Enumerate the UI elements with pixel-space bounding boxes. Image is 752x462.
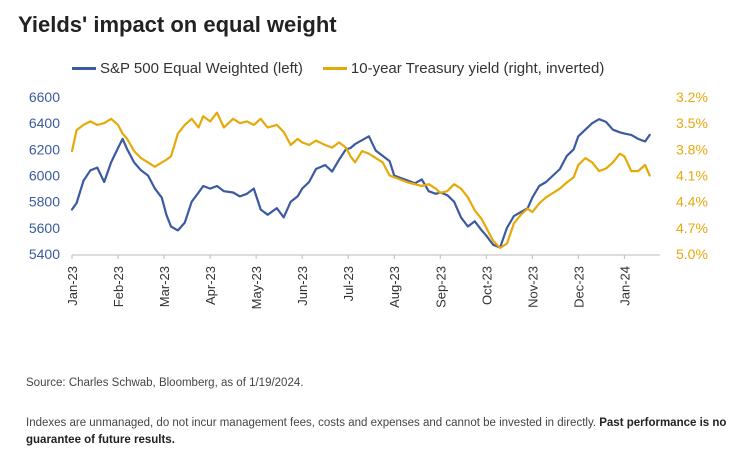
x-tick-label: Jan-23 bbox=[65, 266, 80, 306]
legend-label-treasury: 10-year Treasury yield (right, inverted) bbox=[350, 60, 605, 77]
series-line-sp500 bbox=[70, 118, 651, 249]
y-right-tick-label: 4.7% bbox=[676, 220, 708, 236]
disclaimer-text: Indexes are unmanaged, do not incur mana… bbox=[26, 417, 600, 429]
x-tick-label: Aug-23 bbox=[387, 266, 402, 308]
y-left-tick-label: 6600 bbox=[29, 89, 60, 105]
chart-plot: 5400 5600 5800 6000 6200 6400 6600 3.2% 3.5% 3.8%… bbox=[29, 89, 708, 309]
y-left-tick-label: 5600 bbox=[29, 220, 60, 236]
series-line-treasury bbox=[70, 111, 651, 249]
legend-label-sp500: S&P 500 Equal Weighted (left) bbox=[100, 60, 303, 77]
y-right-tick-label: 5.0% bbox=[676, 246, 708, 262]
legend-swatch-sp500 bbox=[72, 67, 96, 70]
x-tick-label: Dec-23 bbox=[571, 266, 586, 308]
x-tick-label: Sep-23 bbox=[433, 266, 448, 308]
y-right-tick-label: 3.2% bbox=[676, 89, 708, 105]
x-tick-label: Jan-24 bbox=[617, 266, 632, 306]
y-left-tick-label: 6400 bbox=[29, 115, 60, 131]
y-right-tick-label: 3.5% bbox=[676, 115, 708, 131]
source-note: Source: Charles Schwab, Bloomberg, as of… bbox=[26, 377, 304, 389]
y-left-tick-label: 5800 bbox=[29, 194, 60, 210]
y-right-tick-label: 4.4% bbox=[676, 194, 708, 210]
chart-legend: S&P 500 Equal Weighted (left) 10-year Tr… bbox=[72, 60, 624, 77]
legend-swatch-treasury bbox=[322, 67, 347, 70]
disclaimer-bold: Past performance is no guarantee of futu… bbox=[26, 417, 727, 446]
x-tick-label: Jun-23 bbox=[295, 266, 310, 306]
x-tick-label: Nov-23 bbox=[525, 266, 540, 308]
disclaimer-note: Indexes are unmanaged, do not incur mana… bbox=[26, 415, 750, 449]
x-tick-label: Mar-23 bbox=[157, 266, 172, 307]
legend-item-treasury: 10-year Treasury yield (right, inverted) bbox=[322, 60, 605, 77]
y-left-tick-label: 6000 bbox=[29, 168, 60, 184]
y-right-tick-label: 4.1% bbox=[676, 168, 708, 184]
x-tick-label: Apr-23 bbox=[203, 266, 218, 305]
x-tick-label: Feb-23 bbox=[111, 266, 126, 307]
y-left-tick-label: 5400 bbox=[29, 246, 60, 262]
x-tick-label: Oct-23 bbox=[479, 266, 494, 305]
x-tick-label: Jul-23 bbox=[341, 266, 356, 301]
y-right-tick-label: 3.8% bbox=[676, 141, 708, 157]
y-left-tick-label: 6200 bbox=[29, 141, 60, 157]
x-tick-label: May-23 bbox=[249, 266, 264, 309]
chart-title: Yields' impact on equal weight bbox=[18, 12, 337, 37]
legend-item-sp500: S&P 500 Equal Weighted (left) bbox=[72, 60, 303, 77]
